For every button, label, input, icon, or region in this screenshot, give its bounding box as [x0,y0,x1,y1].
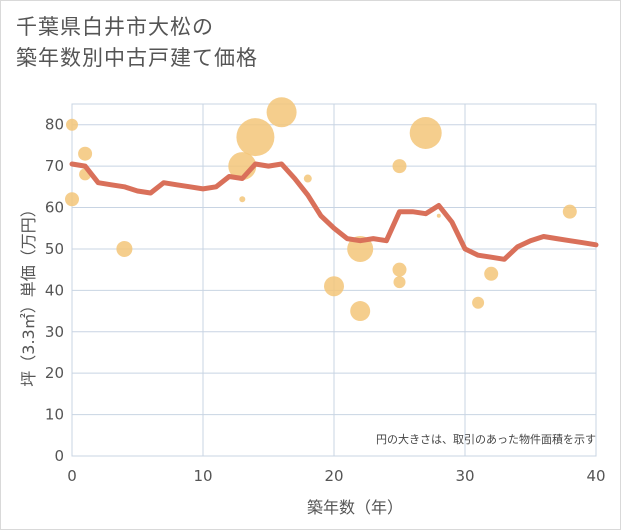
x-tick-label: 20 [324,467,343,485]
data-bubble [562,204,577,219]
chart-title: 千葉県白井市大松の 築年数別中古戸建て価格 [16,12,258,74]
x-tick-label: 40 [586,467,605,485]
y-tick-label: 0 [54,447,64,465]
title-line-2: 築年数別中古戸建て価格 [16,46,258,70]
y-tick-label: 40 [45,281,64,299]
y-tick-label: 50 [45,240,64,258]
data-bubble [347,235,374,262]
x-tick-labels: 0 10 20 30 40 [67,467,605,485]
size-note: 円の大きさは、取引のあった物件面積を示す [376,432,596,446]
data-bubble [392,159,407,174]
y-tick-label: 30 [45,323,64,341]
data-bubble [393,276,406,289]
y-tick-label: 60 [45,199,64,217]
data-bubble [116,240,133,257]
data-bubble [239,196,246,203]
y-tick-label: 20 [45,364,64,382]
data-bubble [472,296,485,309]
data-bubble [324,276,344,297]
trend-line [69,161,599,262]
y-axis-label: 坪（3.3㎡）単価（万円） [19,201,38,386]
title-line-1: 千葉県白井市大松の [16,15,214,39]
data-bubble [66,118,78,131]
data-bubble [78,146,93,161]
data-bubble [392,262,407,277]
x-tick-label: 0 [67,467,77,485]
data-bubble [236,118,275,157]
y-tick-label: 70 [45,157,64,175]
bubbles [65,97,577,322]
x-axis-label: 築年数（年） [307,498,403,517]
data-bubble [266,97,297,128]
data-bubble [484,266,499,281]
y-tick-label: 80 [45,116,64,134]
data-bubble [409,116,442,149]
x-tick-label: 30 [455,467,474,485]
y-tick-label: 10 [45,406,64,424]
y-tick-labels: 0 10 20 30 40 50 60 70 80 [45,116,64,465]
data-bubble [436,213,441,218]
data-bubble [303,174,312,183]
x-tick-label: 10 [193,467,212,485]
data-bubble [350,301,371,322]
plot-frame [71,103,597,457]
data-bubble [65,192,79,207]
